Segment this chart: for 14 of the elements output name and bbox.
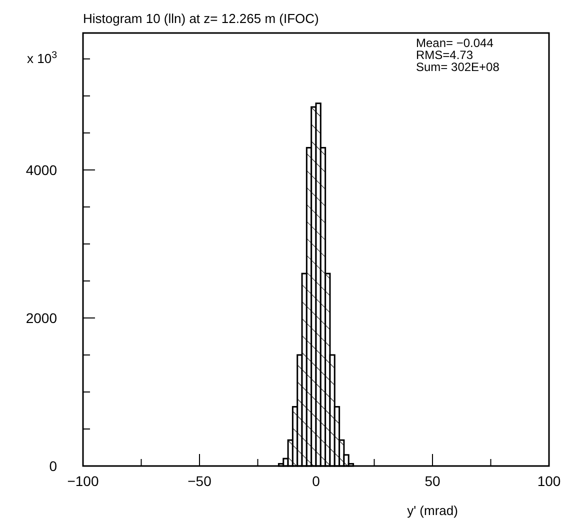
annotation: Mean= −0.044 — [416, 36, 494, 50]
y-tick-label: 2000 — [26, 310, 58, 326]
x-tick-label: 50 — [424, 473, 440, 489]
y-axis-title: x 10$^{3}$ — [26, 49, 57, 66]
y-tick-label: 4000 — [26, 162, 58, 178]
x-axis-title: y' (mrad) — [407, 503, 458, 518]
y-tick-label: 0 — [49, 458, 58, 474]
x-tick-label: 100 — [537, 473, 561, 489]
chart-title: Histogram 10 (lln) at z= 12.265 m (IFOC) — [83, 11, 319, 26]
x-tick-label: −100 — [67, 473, 99, 489]
x-tick-label: 0 — [312, 473, 320, 489]
x-tick-label: −50 — [188, 473, 212, 489]
annotation: Sum= 302E+08 — [416, 60, 500, 74]
annotation: RMS=4.73 — [416, 48, 474, 62]
